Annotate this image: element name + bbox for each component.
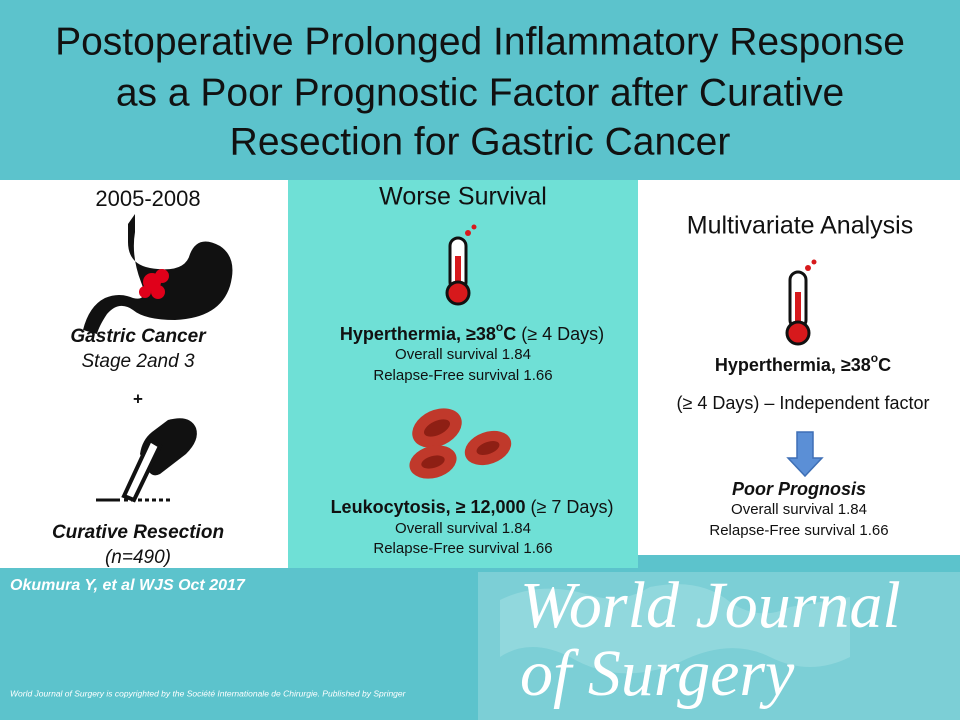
- plus: +: [133, 389, 143, 408]
- unit: C: [878, 355, 891, 375]
- title: Postoperative Prolonged Inflammatory Res…: [55, 20, 905, 163]
- procedure: Curative Resection: [52, 522, 224, 543]
- criterion-label: Hyperthermia, ≥38: [340, 324, 496, 344]
- title-line: Resection for Gastric Cancer: [230, 120, 731, 163]
- heading: Worse Survival: [379, 183, 547, 211]
- journal-logo: World Journal of Surgery: [478, 569, 960, 720]
- relapse-free-survival: Relapse-Free survival 1.66: [373, 540, 552, 557]
- diagnosis: Gastric Cancer: [70, 326, 207, 347]
- hyperthermia-criterion: Hyperthermia, ≥38oC: [715, 351, 891, 375]
- criterion-label: Leukocytosis, ≥ 12,000: [331, 497, 526, 517]
- overall-survival: Overall survival 1.84: [731, 501, 867, 518]
- overall-survival: Overall survival 1.84: [395, 520, 531, 537]
- duration: (≥ 7 Days): [526, 497, 614, 517]
- copyright: World Journal of Surgery is copyrighted …: [10, 688, 407, 698]
- criterion-label: Hyperthermia, ≥38: [715, 355, 871, 375]
- outcome: Poor Prognosis: [732, 479, 866, 499]
- blood-cells-icon: [409, 408, 512, 479]
- sample-size: (n=490): [105, 547, 171, 568]
- right-panel: [638, 180, 960, 555]
- journal-name: of Surgery: [520, 637, 795, 710]
- degree: o: [871, 351, 878, 365]
- journal-name: World Journal: [520, 569, 901, 642]
- left-panel: [0, 180, 288, 568]
- detail: (≥ 4 Days) – Independent factor: [676, 393, 929, 413]
- leukocytosis-criterion: Leukocytosis, ≥ 12,000 (≥ 7 Days): [331, 497, 614, 517]
- relapse-free-survival: Relapse-Free survival 1.66: [709, 522, 888, 539]
- hyperthermia-criterion: Hyperthermia, ≥38oC (≥ 4 Days): [340, 320, 604, 344]
- thermometer-icon: [785, 259, 817, 346]
- scalpel-hand-icon: [96, 418, 197, 503]
- citation: Okumura Y, et al WJS Oct 2017: [10, 577, 246, 594]
- heading: Multivariate Analysis: [687, 212, 913, 240]
- duration: (≥ 4 Days): [516, 324, 604, 344]
- down-arrow: [786, 431, 824, 478]
- overall-survival: Overall survival 1.84: [395, 346, 531, 363]
- stage: Stage 2and 3: [81, 351, 194, 372]
- thermometer-icon: [445, 224, 477, 306]
- stomach-icon: [83, 214, 233, 334]
- title-line: as a Poor Prognostic Factor after Curati…: [116, 71, 844, 114]
- title-line: Postoperative Prolonged Inflammatory Res…: [55, 20, 905, 63]
- unit: C: [503, 324, 516, 344]
- relapse-free-survival: Relapse-Free survival 1.66: [373, 367, 552, 384]
- years: 2005-2008: [95, 186, 200, 211]
- degree: o: [496, 320, 503, 334]
